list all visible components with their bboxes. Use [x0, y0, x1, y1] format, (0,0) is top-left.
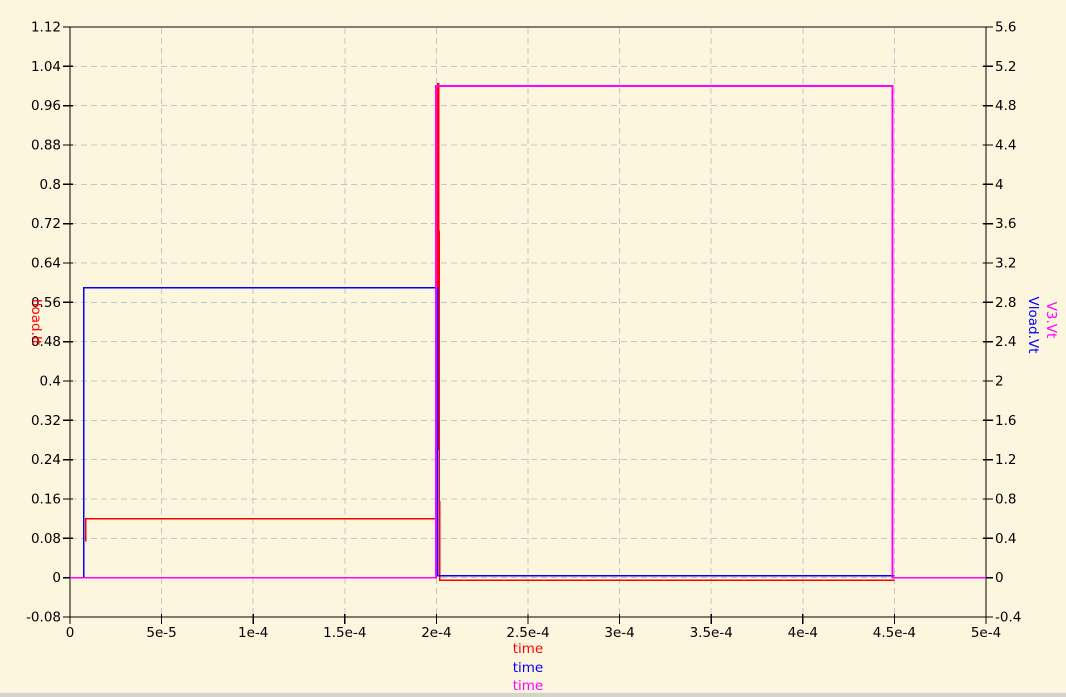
x-tick-label: 4.5e-4: [873, 625, 916, 641]
left-tick-label: 0.48: [31, 334, 61, 350]
right-tick-label: 2.4: [995, 334, 1016, 350]
right-tick-label: 0.8: [995, 492, 1016, 508]
left-tick-label: 0.24: [31, 452, 61, 468]
x-tick-label: 4e-4: [788, 625, 818, 641]
left-tick-label: 0.08: [31, 531, 61, 547]
gridlines: [71, 28, 985, 616]
window-bottom-edge: [0, 692, 1066, 697]
left-tick-label: 0.4: [40, 374, 61, 390]
x-tick-label: 5e-4: [971, 625, 1001, 641]
trace-vload-vt: [70, 286, 895, 579]
x-tick-label: 3.5e-4: [690, 625, 733, 641]
right-tick-label: 4.8: [995, 98, 1016, 114]
x-axis-title-time-blue: time: [512, 660, 544, 676]
left-tick-label: 1.12: [31, 20, 61, 36]
right-tick-label: 4.4: [995, 138, 1016, 154]
left-tick-label: 1.04: [31, 59, 61, 75]
left-tick-label: 0.88: [31, 138, 61, 154]
x-tick-label: 1.5e-4: [323, 625, 366, 641]
x-axis-title-time-red: time: [512, 641, 544, 657]
x-tick-label: 3e-4: [604, 625, 634, 641]
left-tick-label: 0.72: [31, 216, 61, 232]
left-tick-label: 0.8: [40, 177, 61, 193]
x-tick-label: 1e-4: [238, 625, 268, 641]
x-tick-label: 2e-4: [421, 625, 451, 641]
right-axis-title-v3: V3.Vt: [1043, 301, 1059, 339]
right-axis-title-vload: Vload.Vt: [1025, 296, 1041, 354]
tick-labels: 1.12 1.04 0.96 0.88 0.8 0.72 0.64 0.56 0.48 0.4 0.…: [26, 20, 1021, 642]
right-tick-label: 1.6: [995, 413, 1016, 429]
right-tick-label: 4: [995, 177, 1004, 193]
x-axis-title-time-magenta: time: [512, 678, 544, 694]
left-tick-label: 0: [52, 570, 61, 586]
right-tick-label: 0.4: [995, 531, 1016, 547]
trace-iload-it: [84, 82, 895, 581]
right-tick-label: 0: [995, 570, 1004, 586]
left-tick-label: -0.08: [26, 610, 61, 626]
left-axis-title-iload: Iload.It: [28, 298, 44, 346]
right-tick-label: 2.8: [995, 295, 1016, 311]
right-tick-label: 5.6: [995, 20, 1016, 36]
right-tick-label: 5.2: [995, 59, 1016, 75]
x-tick-label: 2.5e-4: [506, 625, 549, 641]
left-tick-label: 0.16: [31, 492, 61, 508]
left-tick-label: 0.64: [31, 256, 61, 272]
x-tick-label: 5e-5: [146, 625, 176, 641]
right-tick-label: 1.2: [995, 452, 1016, 468]
right-tick-label: 2: [995, 374, 1004, 390]
right-tick-label: 3.6: [995, 216, 1016, 232]
right-tick-label: 3.2: [995, 256, 1016, 272]
left-tick-label: 0.96: [31, 98, 61, 114]
x-tick-label: 0: [66, 625, 75, 641]
right-tick-label: -0.4: [995, 610, 1021, 626]
trace-v3-vt: [70, 85, 986, 579]
left-tick-label: 0.56: [31, 295, 61, 311]
left-tick-label: 0.32: [31, 413, 61, 429]
axis-ticks: [63, 26, 993, 624]
